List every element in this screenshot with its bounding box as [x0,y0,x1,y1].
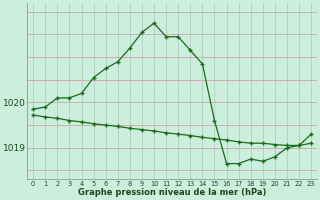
X-axis label: Graphe pression niveau de la mer (hPa): Graphe pression niveau de la mer (hPa) [78,188,266,197]
